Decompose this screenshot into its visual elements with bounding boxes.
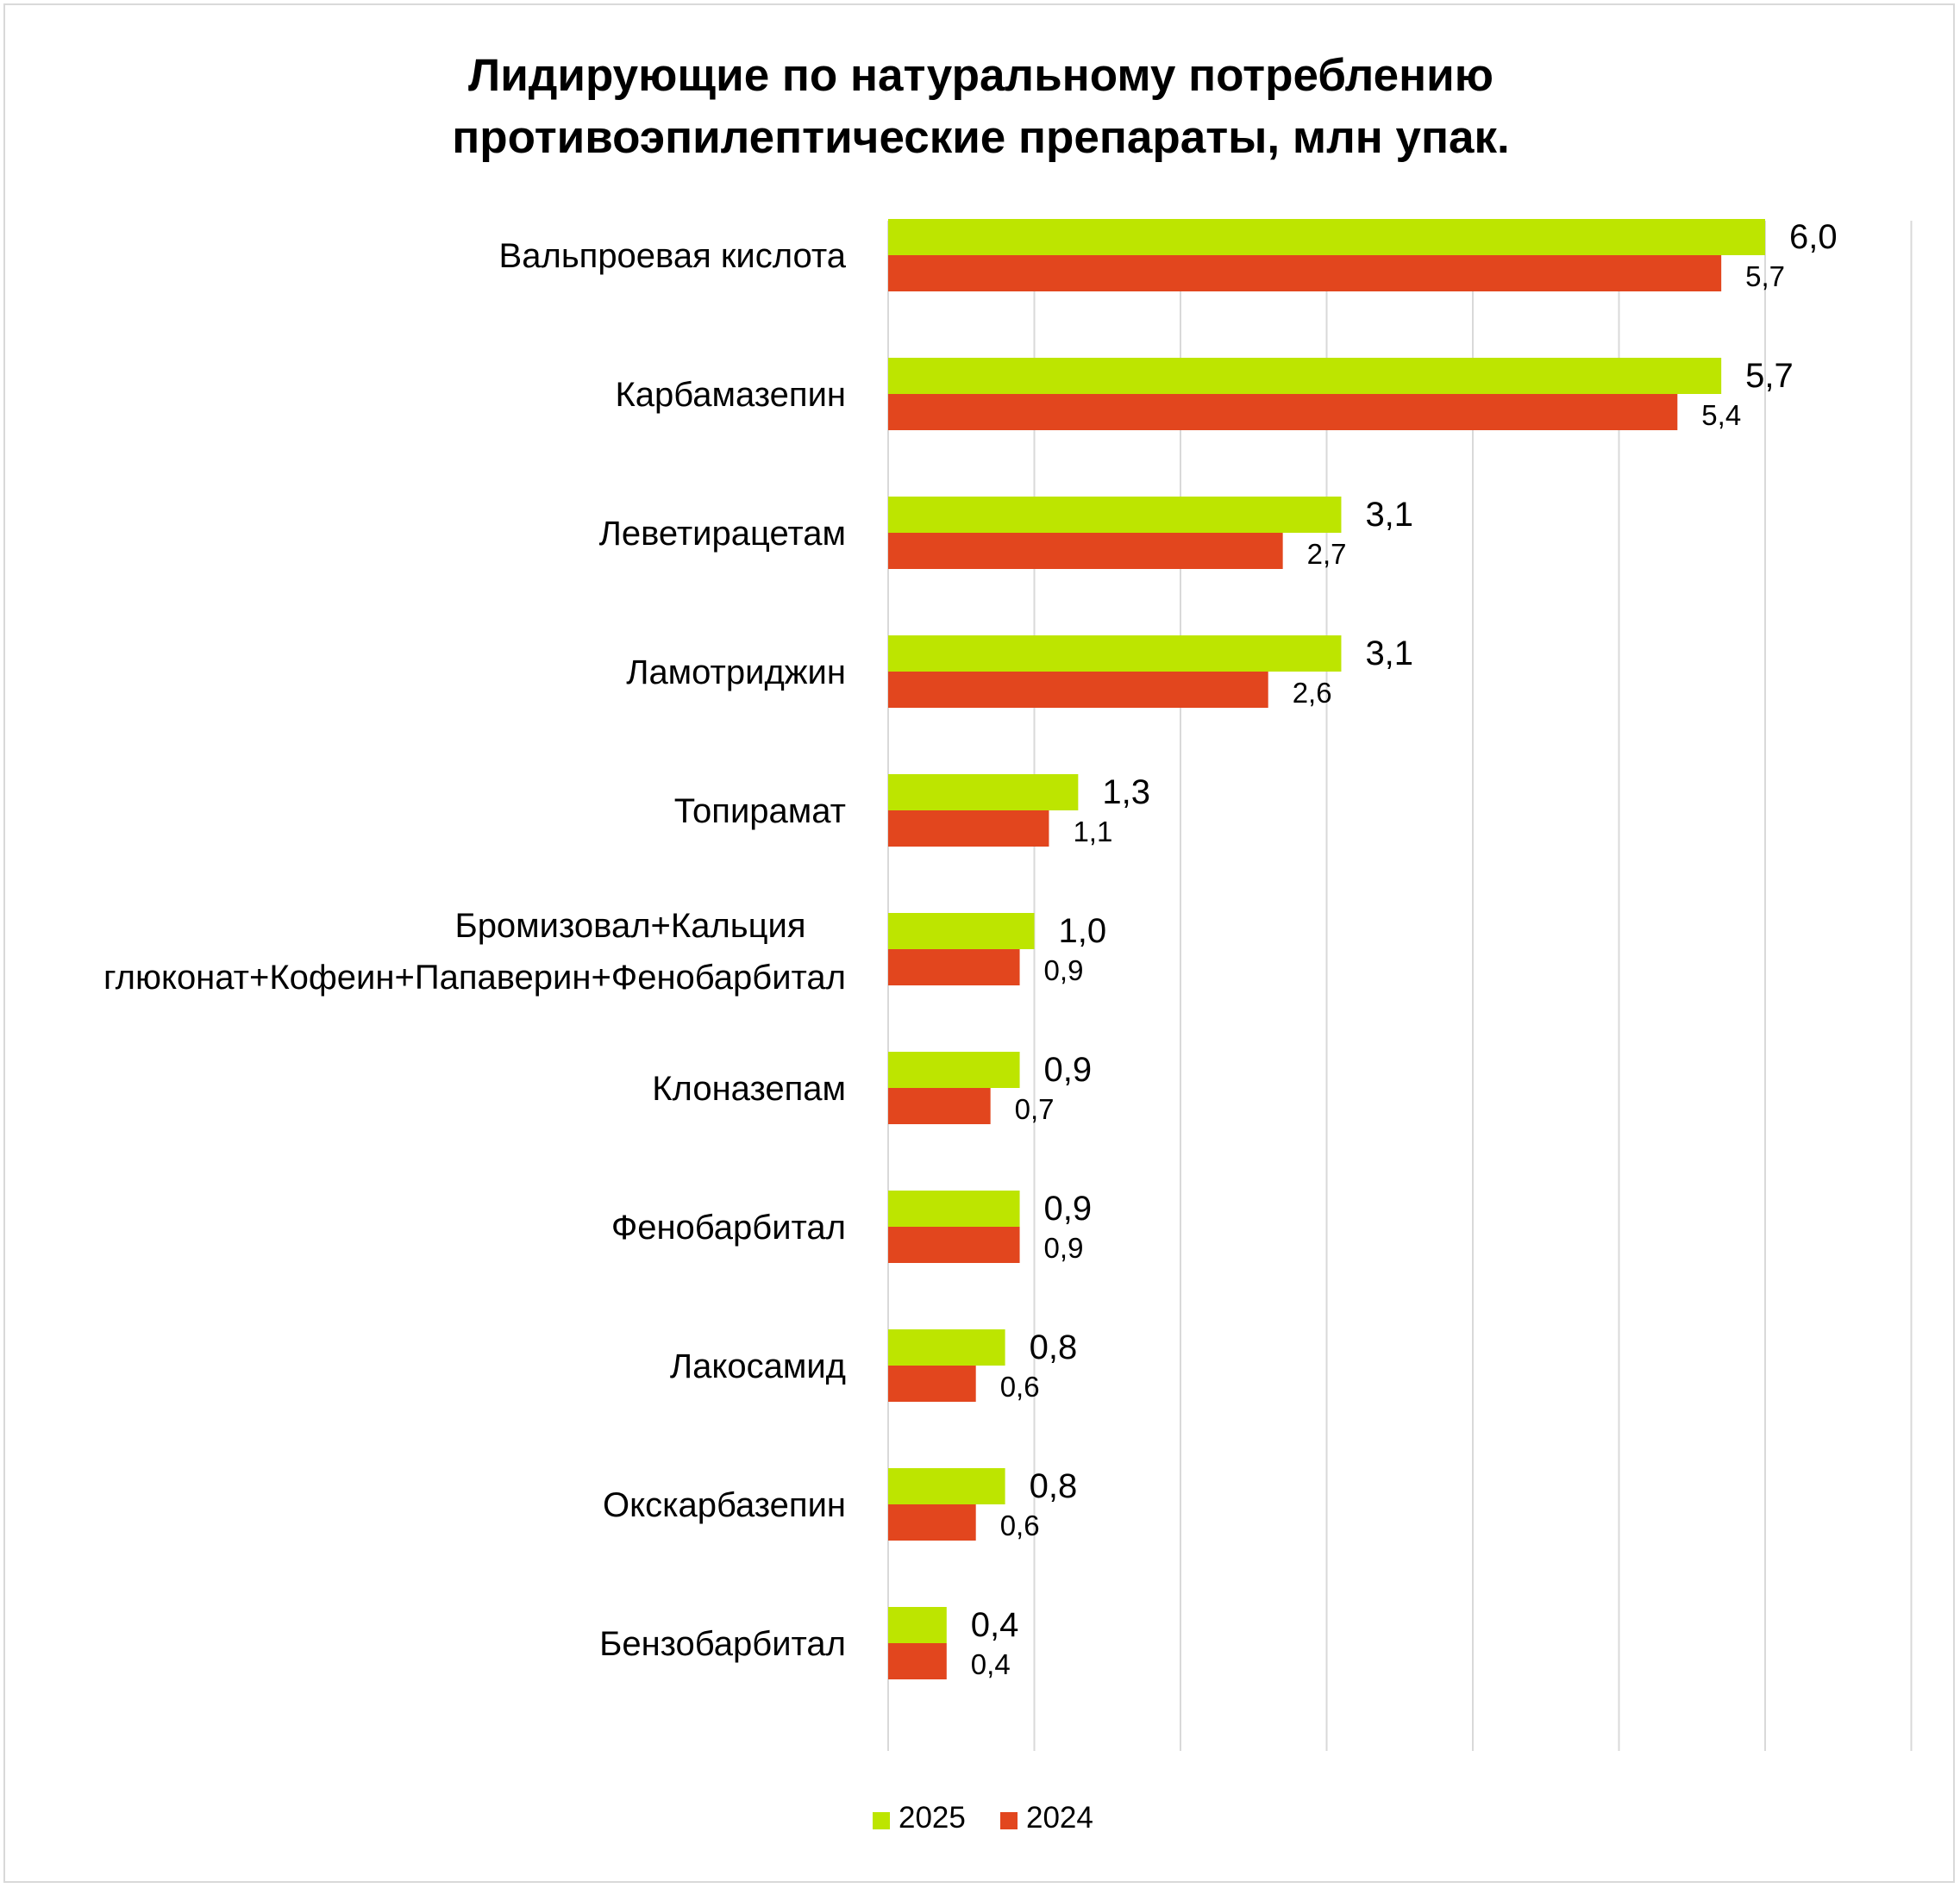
bar-2025 bbox=[888, 358, 1722, 394]
data-label-2024: 2,6 bbox=[1293, 677, 1332, 709]
data-label-2025: 0,8 bbox=[1030, 1467, 1078, 1505]
legend-swatch-2025 bbox=[873, 1812, 890, 1829]
data-label-2025: 1,0 bbox=[1059, 912, 1107, 950]
bar-2024 bbox=[888, 1504, 976, 1541]
bar-2025 bbox=[888, 635, 1342, 672]
data-label-2024: 0,9 bbox=[1044, 954, 1084, 986]
data-label-2025: 0,4 bbox=[971, 1606, 1019, 1644]
bar-2024 bbox=[888, 255, 1722, 291]
data-label-2025: 1,3 bbox=[1102, 773, 1150, 811]
bar-2024 bbox=[888, 1088, 991, 1124]
data-label-2025: 5,7 bbox=[1745, 357, 1794, 395]
chart-title-line-1: Лидирующие по натуральному потреблению bbox=[468, 50, 1493, 101]
data-label-2024: 5,7 bbox=[1745, 260, 1785, 292]
category-label: Леветирацетам bbox=[599, 515, 846, 553]
category-label: Фенобарбитал bbox=[611, 1209, 846, 1247]
bar-2024 bbox=[888, 1366, 976, 1402]
category-label: Топирамат bbox=[674, 792, 846, 830]
data-label-2025: 3,1 bbox=[1365, 635, 1413, 672]
category-label: Бромизовал+Кальция bbox=[454, 907, 805, 945]
chart-title: Лидирующие по натуральному потреблению п… bbox=[5, 45, 1957, 169]
bar-2025 bbox=[888, 1607, 947, 1643]
bar-2024 bbox=[888, 1227, 1020, 1263]
category-label: Ламотриджин bbox=[626, 653, 846, 691]
data-label-2024: 0,7 bbox=[1015, 1093, 1055, 1125]
data-label-2024: 0,9 bbox=[1044, 1232, 1084, 1264]
legend-label-2025: 2025 bbox=[899, 1801, 966, 1835]
bar-2025 bbox=[888, 1052, 1020, 1088]
category-label: глюконат+Кофеин+Папаверин+Фенобарбитал bbox=[103, 959, 846, 997]
bar-2025 bbox=[888, 1468, 1005, 1504]
data-label-2025: 3,1 bbox=[1365, 496, 1413, 534]
data-label-2024: 0,6 bbox=[1000, 1510, 1040, 1541]
data-label-2025: 0,9 bbox=[1044, 1051, 1093, 1089]
bar-2024 bbox=[888, 810, 1049, 847]
bar-2024 bbox=[888, 394, 1678, 430]
data-label-2024: 2,7 bbox=[1307, 538, 1347, 570]
chart-title-line-2: противоэпилептические препараты, млн упа… bbox=[452, 112, 1510, 163]
data-label-2025: 0,8 bbox=[1030, 1328, 1078, 1366]
category-label: Карбамазепин bbox=[615, 376, 846, 414]
bar-2024 bbox=[888, 949, 1020, 985]
bar-2025 bbox=[888, 219, 1765, 255]
bar-2025 bbox=[888, 497, 1342, 533]
data-label-2025: 0,9 bbox=[1044, 1190, 1093, 1228]
category-label: Вальпроевая кислота bbox=[499, 237, 847, 275]
data-label-2024: 0,6 bbox=[1000, 1371, 1040, 1403]
category-label: Лакосамид bbox=[670, 1347, 846, 1385]
data-label-2024: 5,4 bbox=[1701, 399, 1741, 431]
chart-frame: Лидирующие по натуральному потреблению п… bbox=[3, 3, 1955, 1883]
data-label-2025: 6,0 bbox=[1789, 218, 1838, 256]
category-label: Клоназепам bbox=[652, 1070, 846, 1108]
bar-2024 bbox=[888, 1643, 947, 1679]
category-label: Бензобарбитал bbox=[599, 1625, 846, 1663]
bar-2025 bbox=[888, 1329, 1005, 1366]
legend-label-2024: 2024 bbox=[1026, 1801, 1093, 1835]
bar-2024 bbox=[888, 533, 1283, 569]
bar-2025 bbox=[888, 913, 1035, 949]
data-label-2024: 0,4 bbox=[971, 1648, 1011, 1680]
data-label-2024: 1,1 bbox=[1073, 816, 1112, 847]
legend-swatch-2024 bbox=[1000, 1812, 1018, 1829]
category-label: Окскарбазепин bbox=[603, 1486, 846, 1524]
bar-2025 bbox=[888, 774, 1079, 810]
bar-2024 bbox=[888, 672, 1268, 708]
bar-2025 bbox=[888, 1191, 1020, 1227]
